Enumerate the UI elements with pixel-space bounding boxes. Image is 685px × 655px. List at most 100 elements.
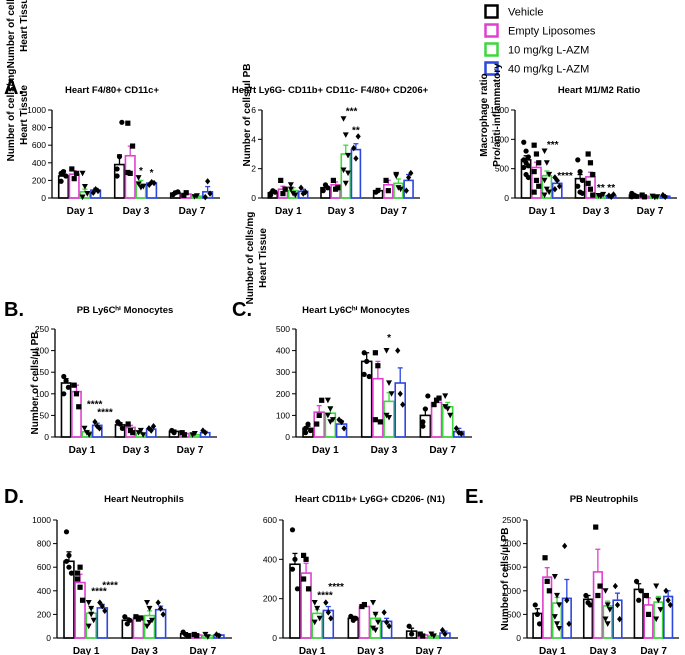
data-point [386,623,392,630]
bar [340,153,352,199]
y-tick-label: 0 [251,193,256,203]
data-point [587,602,593,608]
y-tick-label: 50 [40,410,50,420]
data-point [551,614,558,620]
chart-title: Heart F4/80+ CD11c+ [65,85,159,96]
y-axis-label: Number of cells/µl PB [242,63,253,166]
data-point [289,527,296,533]
significance-label: *** [346,106,358,117]
data-point [556,625,563,632]
data-point [204,634,211,640]
data-point [585,151,591,157]
data-point [119,119,125,125]
data-point [638,588,644,594]
data-point [81,183,88,190]
data-point [140,183,147,190]
y-tick-label: 600 [32,140,46,150]
data-point [657,607,664,613]
y-tick-label: 6 [251,105,256,115]
data-point [125,421,131,427]
data-point [643,592,649,599]
data-point [436,395,442,401]
y-axis-label: Heart Tissue [19,0,30,52]
data-point [63,378,69,384]
data-point [633,578,640,584]
data-point [442,393,449,399]
data-point [361,601,368,608]
data-point [135,181,142,187]
data-point [125,169,131,176]
data-point [604,602,611,608]
x-tick-label: Day 3 [357,646,384,655]
data-point [88,605,95,612]
data-point [65,384,71,390]
data-point [342,132,349,138]
data-point [521,139,527,145]
data-point [63,558,70,564]
panel-letter-c: C. [232,299,252,321]
bar [430,401,443,438]
y-tick-label: 0 [516,633,521,643]
data-point [531,189,537,195]
x-tick-label: Day 1 [539,646,566,655]
y-tick-label: 2000 [502,539,521,549]
legend-swatch-vehicle [484,4,499,19]
y-tick-label: 500 [495,164,509,174]
data-point [593,524,599,530]
significance-label: * [387,333,391,344]
chart-d1: Heart Neutrophils02004006008001000Number… [6,0,232,655]
x-tick-label: Day 3 [123,445,150,456]
data-point [641,194,648,200]
chart-title: PB Neutrophils [570,494,639,505]
data-point [71,176,77,182]
x-tick-label: Day 3 [328,206,355,217]
data-point [342,180,349,187]
data-point [566,620,572,628]
legend-label-40mg: 40 mg/kg L-AZM [508,64,589,76]
data-point [612,582,618,590]
data-point [345,152,352,159]
data-point [267,191,274,197]
data-point [114,166,120,172]
data-point [430,633,437,640]
data-point [422,406,428,412]
data-point [384,619,390,626]
data-point [74,570,81,576]
x-tick-label: Day 3 [131,646,158,655]
data-point [552,174,558,181]
data-point [546,588,552,594]
y-tick-label: 0 [44,432,49,442]
x-tick-label: Day 1 [529,206,556,217]
bar [358,605,371,639]
data-point [66,552,72,559]
data-point [323,599,329,606]
x-tick-label: Day 1 [67,206,94,217]
data-point [375,188,381,194]
data-point [135,175,142,181]
y-tick-label: 600 [263,515,277,525]
x-tick-label: Day 7 [640,646,667,655]
data-point [320,188,326,194]
data-point [353,155,359,162]
data-point [148,427,154,434]
panel-letter-a: A. [4,77,24,99]
significance-label: **** [102,580,118,591]
data-point [150,423,157,430]
y-tick-label: 0 [504,193,509,203]
data-point [319,397,325,403]
y-tick-label: 4 [251,134,256,144]
y-axis-label: Pro/anti-inflammatory [492,63,503,167]
data-point [311,600,318,606]
data-point [324,397,331,404]
data-point [575,183,581,189]
data-point [129,143,136,149]
data-point [287,186,294,193]
data-point [564,597,570,604]
data-point [597,583,603,589]
y-tick-label: 250 [35,324,49,334]
x-tick-label: Day 7 [637,206,664,217]
chart-e: PB Neutrophils 0 500 1000 1500 2000 2500 Number… [500,494,679,655]
data-point [340,167,347,174]
y-axis-label: Number of cells/µl PB [500,527,511,630]
panel-letter-b: B. [4,299,24,321]
